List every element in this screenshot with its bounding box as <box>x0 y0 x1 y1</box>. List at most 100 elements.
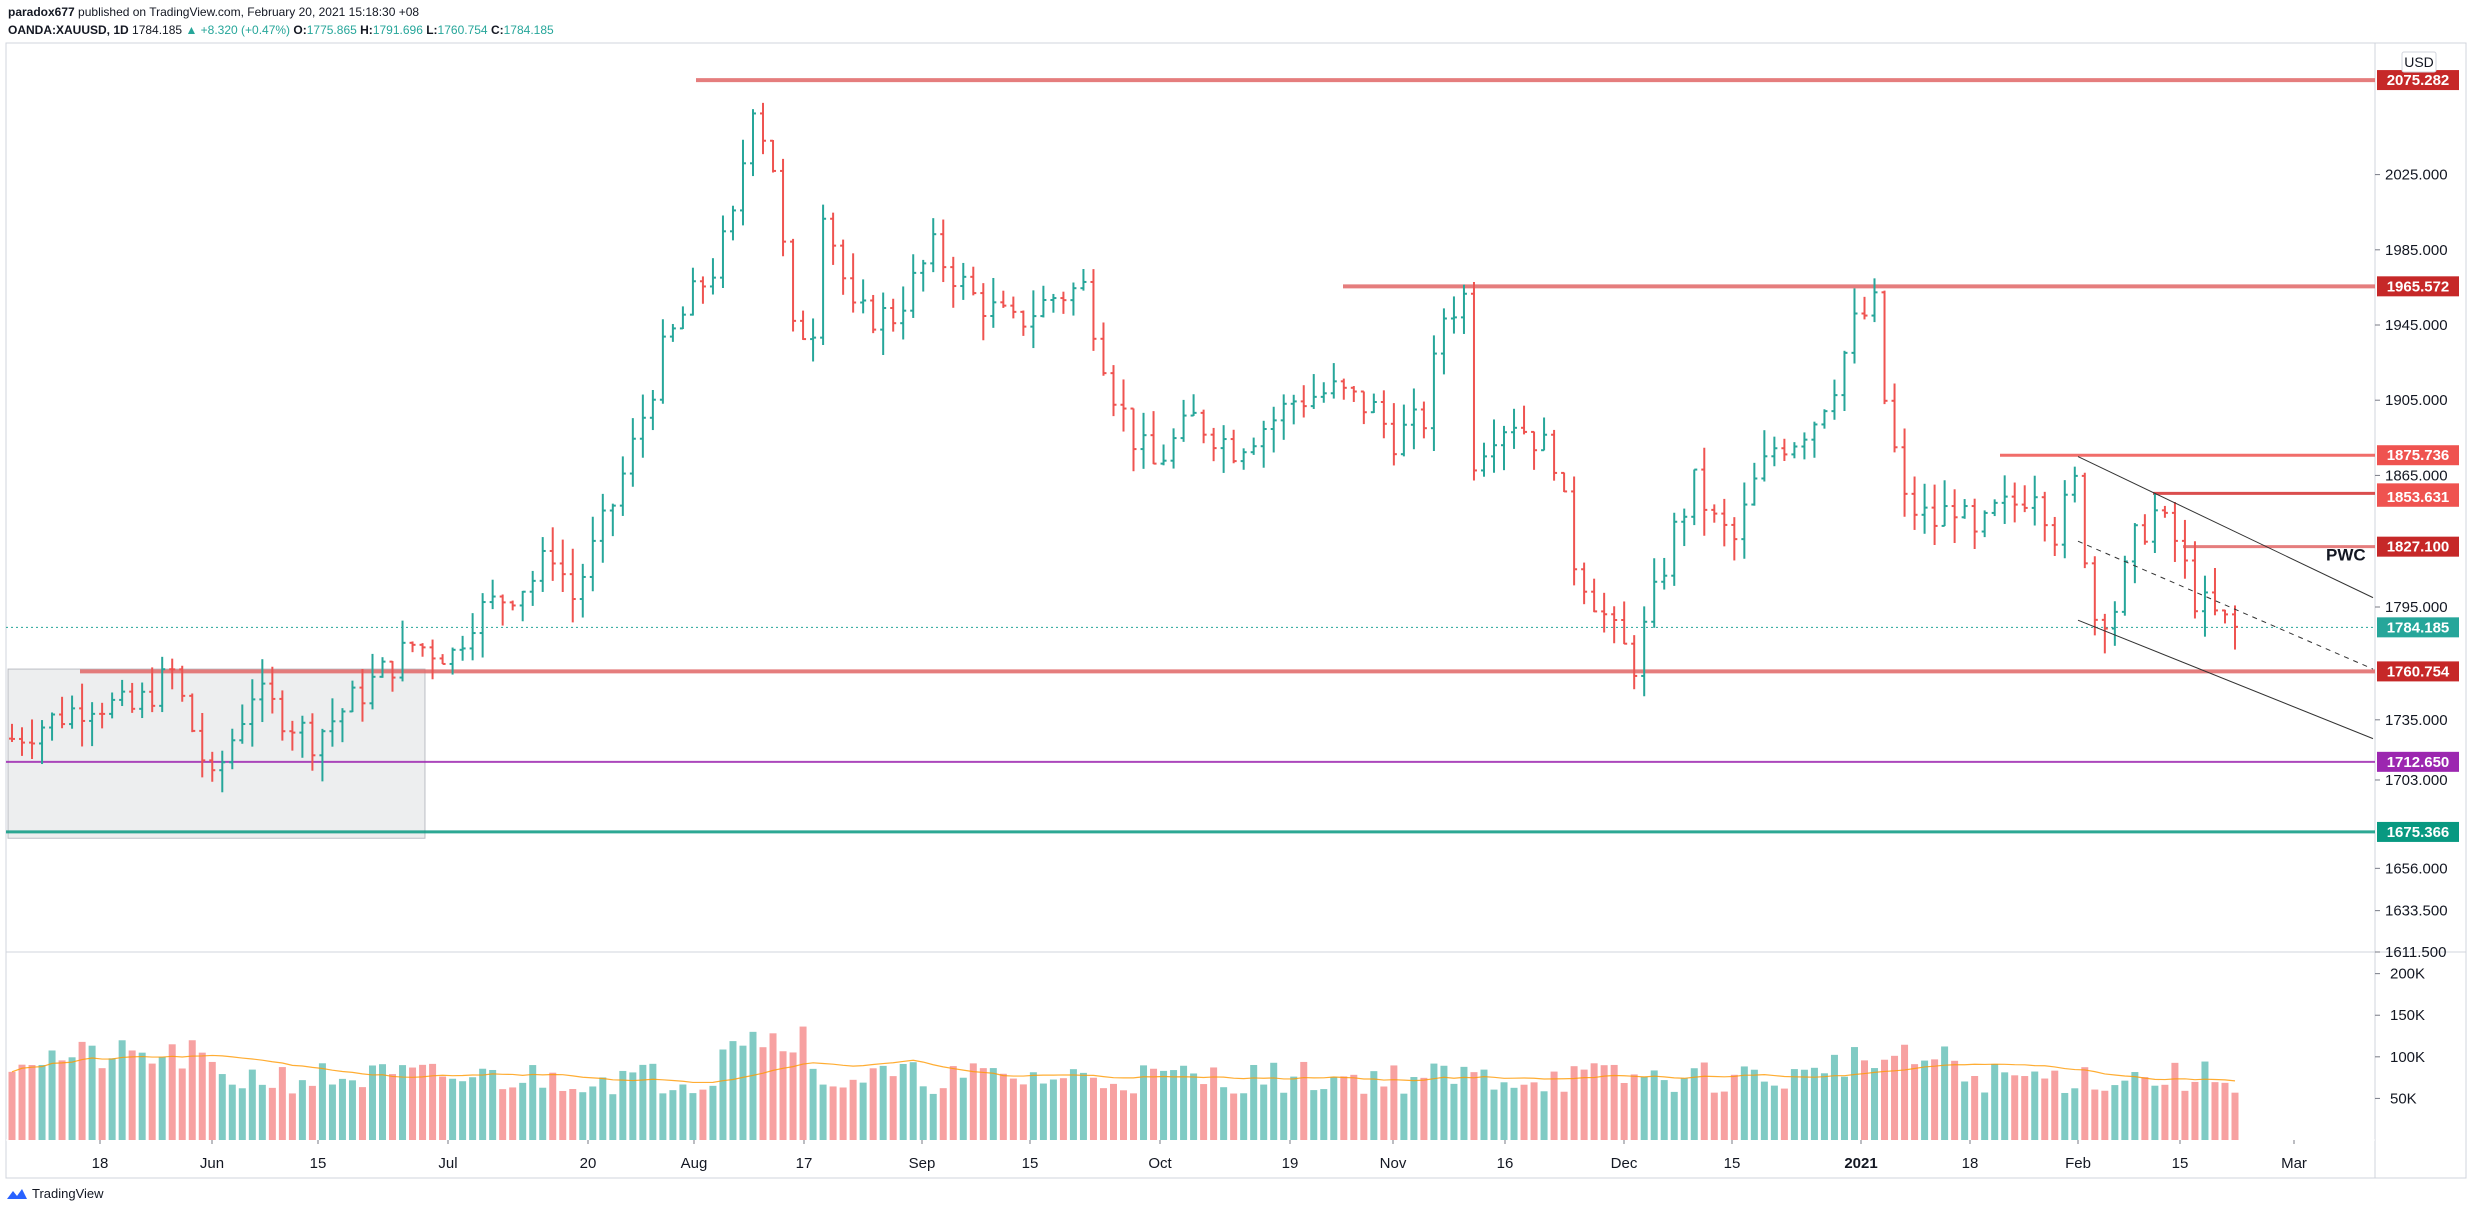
price-tag <box>2377 661 2459 682</box>
volume-bar <box>198 1052 206 1140</box>
volume-bar <box>2011 1075 2019 1140</box>
volume-bar <box>1079 1072 1087 1140</box>
volume-bar <box>989 1068 997 1140</box>
volume-bar <box>1770 1085 1778 1140</box>
volume-bar <box>1650 1070 1658 1140</box>
volume-bar <box>318 1063 326 1140</box>
volume-bar <box>118 1040 126 1140</box>
y-tick-label: 1703.000 <box>2385 772 2448 789</box>
volume-bar <box>1670 1091 1678 1140</box>
volume-bar <box>379 1064 386 1140</box>
volume-bar <box>1370 1071 1378 1140</box>
volume-bar <box>1420 1077 1428 1140</box>
volume-bar <box>28 1065 36 1140</box>
x-tick-label: 17 <box>796 1155 813 1172</box>
volume-y-tick-label: 200K <box>2390 966 2425 983</box>
volume-bar <box>1560 1091 1568 1140</box>
volume-bar <box>238 1088 246 1140</box>
volume-bar <box>1580 1069 1588 1140</box>
volume-bar <box>228 1084 236 1140</box>
volume-bar <box>809 1068 817 1140</box>
volume-bar <box>8 1071 16 1140</box>
volume-bar <box>529 1065 537 1140</box>
publish-info: paradox677 published on TradingView.com,… <box>8 5 419 19</box>
volume-bar <box>2211 1082 2219 1140</box>
volume-bar <box>1630 1074 1638 1140</box>
x-tick-label: Dec <box>1611 1155 1638 1172</box>
volume-bar <box>1099 1088 1107 1140</box>
volume-bar <box>48 1050 56 1140</box>
volume-bar <box>859 1082 867 1140</box>
volume-bar <box>909 1062 917 1140</box>
close-label: C: <box>490 23 504 37</box>
volume-bar <box>409 1067 417 1140</box>
volume-bar <box>1200 1084 1208 1140</box>
volume-bar <box>389 1074 397 1140</box>
volume-bar <box>1039 1083 1047 1140</box>
y-tick-label: 1611.500 <box>2385 944 2446 961</box>
volume-bar <box>539 1087 547 1140</box>
volume-bar <box>2061 1092 2069 1140</box>
volume-bar <box>2051 1070 2059 1140</box>
volume-bar <box>429 1063 437 1140</box>
volume-bar <box>1390 1065 1398 1140</box>
volume-bar <box>1460 1066 1468 1140</box>
volume-bar <box>549 1072 557 1140</box>
volume-bar <box>849 1079 857 1140</box>
x-tick-label: Sep <box>909 1155 936 1172</box>
volume-bar <box>1330 1076 1338 1140</box>
price-tag-label: 1965.572 <box>2387 278 2450 295</box>
volume-bar <box>1971 1076 1979 1140</box>
volume-bar <box>609 1094 617 1140</box>
volume-bar <box>439 1076 447 1140</box>
volume-bar <box>2081 1067 2089 1140</box>
volume-bar <box>639 1064 647 1140</box>
volume-bar <box>2101 1090 2109 1140</box>
volume-bar <box>2191 1081 2199 1140</box>
volume-bar <box>839 1087 847 1140</box>
publish-text: published on TradingView.com, February 2… <box>78 5 420 19</box>
volume-bar <box>1720 1091 1728 1140</box>
open-value: 1775.865 <box>306 23 357 37</box>
volume-bar <box>629 1072 637 1140</box>
volume-bar <box>1690 1068 1698 1140</box>
volume-bar <box>749 1031 757 1140</box>
volume-bar <box>1760 1081 1768 1140</box>
symbol-name: OANDA:XAUUSD, 1D <box>8 23 129 37</box>
range-box <box>7 668 426 839</box>
volume-bar <box>729 1041 737 1140</box>
volume-bar <box>2111 1085 2119 1140</box>
footer-brand[interactable]: TradingView <box>6 1186 104 1201</box>
volume-bar <box>949 1066 957 1140</box>
x-tick-label: 18 <box>1962 1155 1979 1172</box>
volume-bar <box>569 1089 577 1140</box>
price-tag-label: 1760.754 <box>2387 663 2450 680</box>
volume-bar <box>98 1068 106 1140</box>
low-label: L: <box>426 23 438 37</box>
x-tick-label: 2021 <box>1844 1155 1877 1172</box>
volume-bar <box>1981 1092 1989 1140</box>
volume-bar <box>248 1069 256 1140</box>
volume-bar <box>479 1068 487 1140</box>
volume-bar <box>128 1050 136 1140</box>
volume-bar <box>358 1087 366 1140</box>
volume-bar <box>899 1063 907 1140</box>
publisher-name: paradox677 <box>8 5 75 19</box>
price-tag <box>2377 821 2459 842</box>
volume-bar <box>1830 1054 1838 1140</box>
x-tick-label: Mar <box>2281 1155 2307 1172</box>
currency-button-label: USD <box>2404 54 2434 70</box>
x-tick-label: Jul <box>438 1155 457 1172</box>
volume-bar <box>1400 1093 1408 1140</box>
high-label: H: <box>360 23 373 37</box>
volume-bar <box>258 1084 266 1140</box>
volume-bar <box>819 1084 827 1140</box>
volume-bar <box>148 1063 156 1140</box>
volume-bar <box>338 1078 346 1140</box>
volume-bar <box>1230 1093 1238 1140</box>
volume-bar <box>2181 1090 2189 1140</box>
volume-bar <box>979 1068 987 1140</box>
volume-bar <box>1790 1069 1798 1140</box>
volume-bar <box>1911 1064 1919 1140</box>
